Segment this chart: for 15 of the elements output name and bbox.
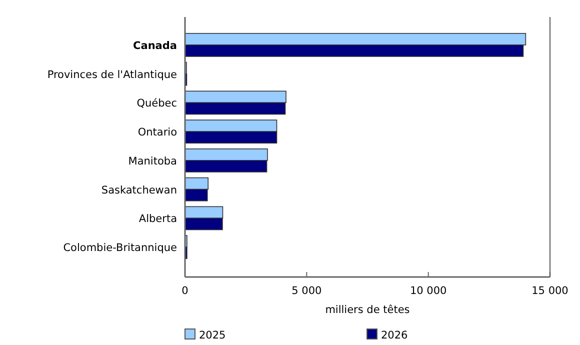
y-tick-label: Canada bbox=[133, 40, 177, 52]
x-tick-label: 10 000 bbox=[410, 285, 447, 297]
y-tick-label: Manitoba bbox=[128, 155, 177, 168]
y-tick-label: Alberta bbox=[138, 213, 177, 226]
y-tick-label: Ontario bbox=[138, 126, 177, 139]
legend-label: 2025 bbox=[199, 330, 226, 342]
y-tick-label: Colombie-Britannique bbox=[63, 242, 177, 254]
y-tick-label: Québec bbox=[136, 98, 178, 110]
y-tick-label: Provinces de l'Atlantique bbox=[47, 68, 177, 81]
x-tick-label: 15 000 bbox=[532, 285, 568, 297]
legend-label: 2026 bbox=[381, 330, 408, 342]
y-tick-label: Saskatchewan bbox=[101, 184, 177, 196]
x-tick-label: 0 bbox=[182, 285, 188, 297]
x-axis-title: milliers de têtes bbox=[325, 304, 410, 316]
x-tick-label: 5 000 bbox=[292, 285, 322, 297]
